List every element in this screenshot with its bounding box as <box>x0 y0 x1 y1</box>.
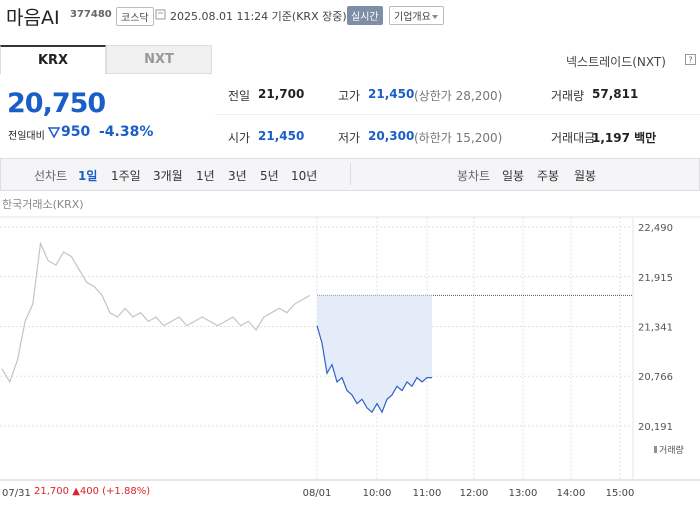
stat-note: (상한가 28,200) <box>414 89 503 103</box>
period-button[interactable]: 월봉 <box>574 169 597 183</box>
x-tick-label: 14:00 <box>557 488 586 499</box>
volume-legend: 거래량 <box>659 444 684 456</box>
stock-code: 377480 <box>70 9 112 20</box>
x-tick-label: 12:00 <box>460 488 489 499</box>
stat-value: 21,450 <box>368 87 415 101</box>
company-info-text: 기업개요 <box>394 12 431 23</box>
svg-text:?: ? <box>688 56 692 65</box>
company-info-dropdown[interactable]: 기업개요 <box>389 6 444 25</box>
stat-value: 21,700 <box>258 87 305 101</box>
period-button[interactable]: 1일 <box>78 169 98 183</box>
x-tick-label: 08/01 <box>303 488 332 499</box>
price-line <box>1 241 311 384</box>
x-tick-label: 13:00 <box>509 488 538 499</box>
change-percent: -4.38% <box>99 124 154 140</box>
period-button[interactable]: 1주일 <box>111 169 141 183</box>
stat-note: (하한가 15,200) <box>414 131 503 145</box>
realtime-badge[interactable]: 실시간 <box>347 6 383 25</box>
clock-icon <box>155 9 166 20</box>
nxt-link[interactable]: 넥스트레이드(NXT) <box>566 55 666 69</box>
period-button[interactable]: 일봉 <box>502 169 525 183</box>
dropdown-arrow <box>431 15 438 19</box>
stat-value: 21,450 <box>258 129 305 143</box>
x-tick-label: 11:00 <box>413 488 442 499</box>
x-tick-label: 07/31 <box>2 488 31 499</box>
chart: 한국거래소(KRX) 20,191 20,766 21,341 21,915 22,49… <box>0 198 700 499</box>
y-tick-label: 20,191 <box>638 422 673 433</box>
y-tick-label: 20,766 <box>638 372 673 383</box>
stock-name: 마음AI <box>6 7 60 29</box>
period-button[interactable]: 1년 <box>196 169 215 183</box>
tab-krx[interactable]: KRX <box>0 45 106 74</box>
prev-change-percent: (+1.88%) <box>102 486 151 497</box>
change-value: 950 <box>61 124 91 140</box>
period-button[interactable]: 3개월 <box>153 169 183 183</box>
timestamp: 2025.08.01 11:24 기준(KRX 장중) <box>170 10 347 23</box>
tab-nxt[interactable]: NXT <box>106 45 212 74</box>
stat-label: 거래량 <box>551 89 585 103</box>
stat-value: 1,197 백만 <box>592 131 657 145</box>
stat-label: 거래대금 <box>551 131 596 145</box>
x-tick-label: 15:00 <box>606 488 635 499</box>
stat-value: 20,300 <box>368 129 415 143</box>
down-triangle <box>48 127 60 138</box>
help-icon[interactable]: ? <box>685 54 696 65</box>
stat-value: 57,811 <box>592 87 639 101</box>
y-tick-label: 22,490 <box>638 223 673 234</box>
chart-subtitle: 한국거래소(KRX) <box>2 198 84 211</box>
prev-change: ▲400 <box>72 486 99 497</box>
legend-swatch <box>654 446 657 453</box>
candle-chart-label: 봉차트 <box>457 169 491 183</box>
market-badge: 코스닥 <box>116 7 154 26</box>
prev-close: 21,700 <box>34 486 69 497</box>
price-line <box>316 325 432 414</box>
y-tick-label: 21,341 <box>638 322 673 333</box>
toolbar-divider <box>350 163 351 185</box>
change-label: 전일대비 <box>8 131 45 142</box>
stats-divider <box>215 114 700 115</box>
current-price: 20,750 <box>7 88 106 119</box>
period-button[interactable]: 3년 <box>228 169 247 183</box>
stat-label: 고가 <box>338 89 361 103</box>
y-tick-label: 21,915 <box>638 273 673 284</box>
footer: 21,700 ▲400 (+1.88%) <box>34 486 150 497</box>
stat-label: 시가 <box>228 131 251 145</box>
x-tick-label: 10:00 <box>363 488 392 499</box>
line-chart-label: 선차트 <box>34 169 68 183</box>
stat-label: 전일 <box>228 89 251 103</box>
period-button[interactable]: 5년 <box>260 169 279 183</box>
period-button[interactable]: 10년 <box>291 169 318 183</box>
period-button[interactable]: 주봉 <box>537 169 560 183</box>
area-fill <box>317 295 432 413</box>
stat-label: 저가 <box>338 131 361 145</box>
